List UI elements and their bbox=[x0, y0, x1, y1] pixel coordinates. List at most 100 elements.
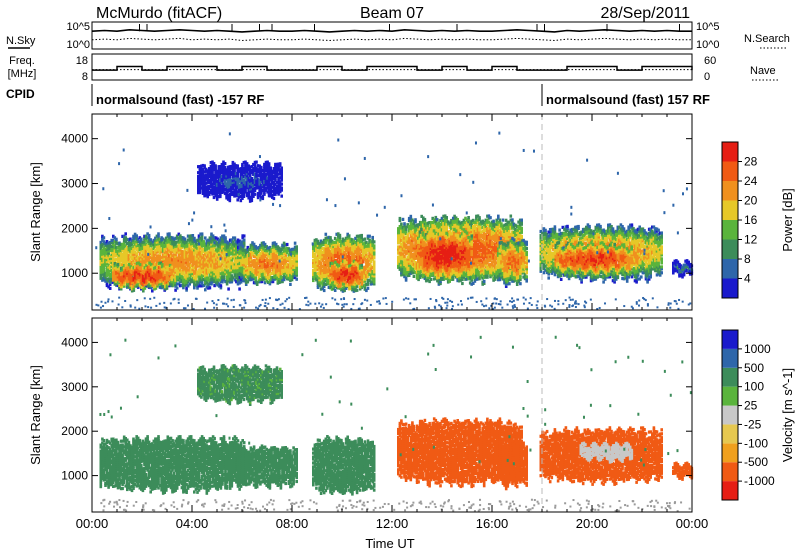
power-cell bbox=[104, 261, 107, 265]
power-cell bbox=[276, 279, 280, 283]
power-cell bbox=[122, 238, 126, 242]
power-cell bbox=[174, 274, 177, 278]
power-cell bbox=[124, 236, 127, 240]
power-ground-scatter-cell bbox=[318, 302, 321, 305]
power-ground-scatter-cell bbox=[321, 303, 324, 306]
power-cell bbox=[202, 260, 205, 264]
power-cell bbox=[271, 267, 275, 272]
power-cell bbox=[99, 248, 103, 252]
power-cell bbox=[349, 247, 353, 251]
power-cell bbox=[214, 282, 218, 286]
power-cell bbox=[422, 226, 425, 230]
power-cell bbox=[295, 261, 298, 265]
power-cell bbox=[411, 259, 414, 263]
power-cell bbox=[208, 274, 212, 278]
power-cell bbox=[429, 273, 433, 277]
power-cell bbox=[123, 264, 126, 268]
power-cell bbox=[334, 266, 337, 271]
power-ground-scatter-cell bbox=[557, 303, 560, 306]
power-cell bbox=[113, 262, 117, 266]
power-cell bbox=[423, 228, 427, 232]
power-cell bbox=[265, 263, 268, 267]
power-cell bbox=[338, 235, 342, 239]
power-ground-scatter-cell bbox=[136, 299, 139, 302]
power-cell bbox=[358, 272, 362, 276]
power-cell bbox=[149, 248, 152, 252]
power-cell bbox=[105, 256, 109, 260]
power-cell bbox=[338, 278, 342, 282]
power-cell bbox=[199, 270, 202, 274]
power-cell bbox=[344, 252, 348, 256]
power-cell bbox=[349, 273, 353, 278]
power-cell bbox=[363, 275, 367, 279]
power-cell bbox=[279, 249, 283, 254]
power-cell bbox=[366, 286, 370, 290]
power-cell bbox=[289, 262, 292, 266]
power-cell bbox=[172, 277, 176, 281]
power-ground-scatter-cell bbox=[493, 306, 496, 309]
power-cell bbox=[257, 249, 261, 254]
power-cell bbox=[143, 238, 146, 242]
power-cell bbox=[354, 271, 357, 275]
power-cell bbox=[237, 268, 240, 272]
power-cell bbox=[414, 244, 417, 248]
power-cell bbox=[124, 274, 128, 278]
power-cell bbox=[365, 264, 368, 269]
power-cell bbox=[158, 249, 162, 254]
power-cell bbox=[371, 241, 374, 246]
power-cell bbox=[322, 248, 326, 252]
power-cell bbox=[127, 250, 131, 254]
power-cell bbox=[400, 244, 403, 248]
power-cell bbox=[349, 286, 353, 290]
power-cell bbox=[322, 264, 326, 268]
power-cell bbox=[200, 280, 204, 284]
power-cell bbox=[334, 262, 337, 266]
power-cell bbox=[218, 244, 221, 248]
power-cell bbox=[285, 271, 289, 275]
power-cell bbox=[284, 259, 287, 263]
power-cell bbox=[403, 226, 406, 230]
power-cell bbox=[329, 250, 332, 254]
power-cell bbox=[273, 273, 276, 277]
power-cell bbox=[148, 280, 151, 284]
power-cell bbox=[182, 250, 185, 254]
power-cell bbox=[175, 258, 179, 262]
power-ground-scatter-cell bbox=[107, 300, 110, 303]
power-cell bbox=[214, 280, 218, 284]
power-cell bbox=[365, 248, 368, 252]
power-cell bbox=[207, 276, 210, 280]
power-cell bbox=[257, 256, 261, 260]
power-cell bbox=[255, 280, 259, 284]
power-cell bbox=[122, 236, 126, 240]
power-cell bbox=[137, 265, 140, 269]
power-cell bbox=[368, 244, 371, 248]
power-cell bbox=[208, 246, 212, 250]
power-cell bbox=[349, 276, 353, 280]
power-cell bbox=[183, 245, 187, 249]
power-cell bbox=[112, 254, 115, 258]
power-cell bbox=[335, 258, 338, 262]
power-ground-scatter-cell bbox=[511, 300, 514, 303]
power-cell bbox=[337, 279, 340, 283]
power-cell bbox=[224, 236, 227, 240]
power-cell bbox=[197, 268, 201, 272]
power-cell bbox=[119, 262, 123, 266]
power-cell bbox=[316, 243, 320, 247]
power-ground-scatter-cell bbox=[631, 307, 634, 310]
power-cell bbox=[404, 225, 408, 229]
power-cell bbox=[260, 272, 264, 276]
power-cell bbox=[414, 240, 417, 244]
power-cell bbox=[219, 286, 223, 290]
power-cell bbox=[282, 259, 286, 263]
power-cell bbox=[165, 264, 168, 268]
power-cell bbox=[344, 246, 348, 250]
power-cell bbox=[224, 268, 227, 272]
power-cell bbox=[252, 273, 256, 277]
power-cell bbox=[118, 271, 121, 275]
power-cell bbox=[183, 253, 187, 257]
power-cell bbox=[145, 276, 148, 280]
power-cell bbox=[290, 268, 294, 272]
power-cell bbox=[130, 242, 134, 247]
power-cell bbox=[273, 267, 276, 271]
power-cell bbox=[168, 248, 171, 252]
